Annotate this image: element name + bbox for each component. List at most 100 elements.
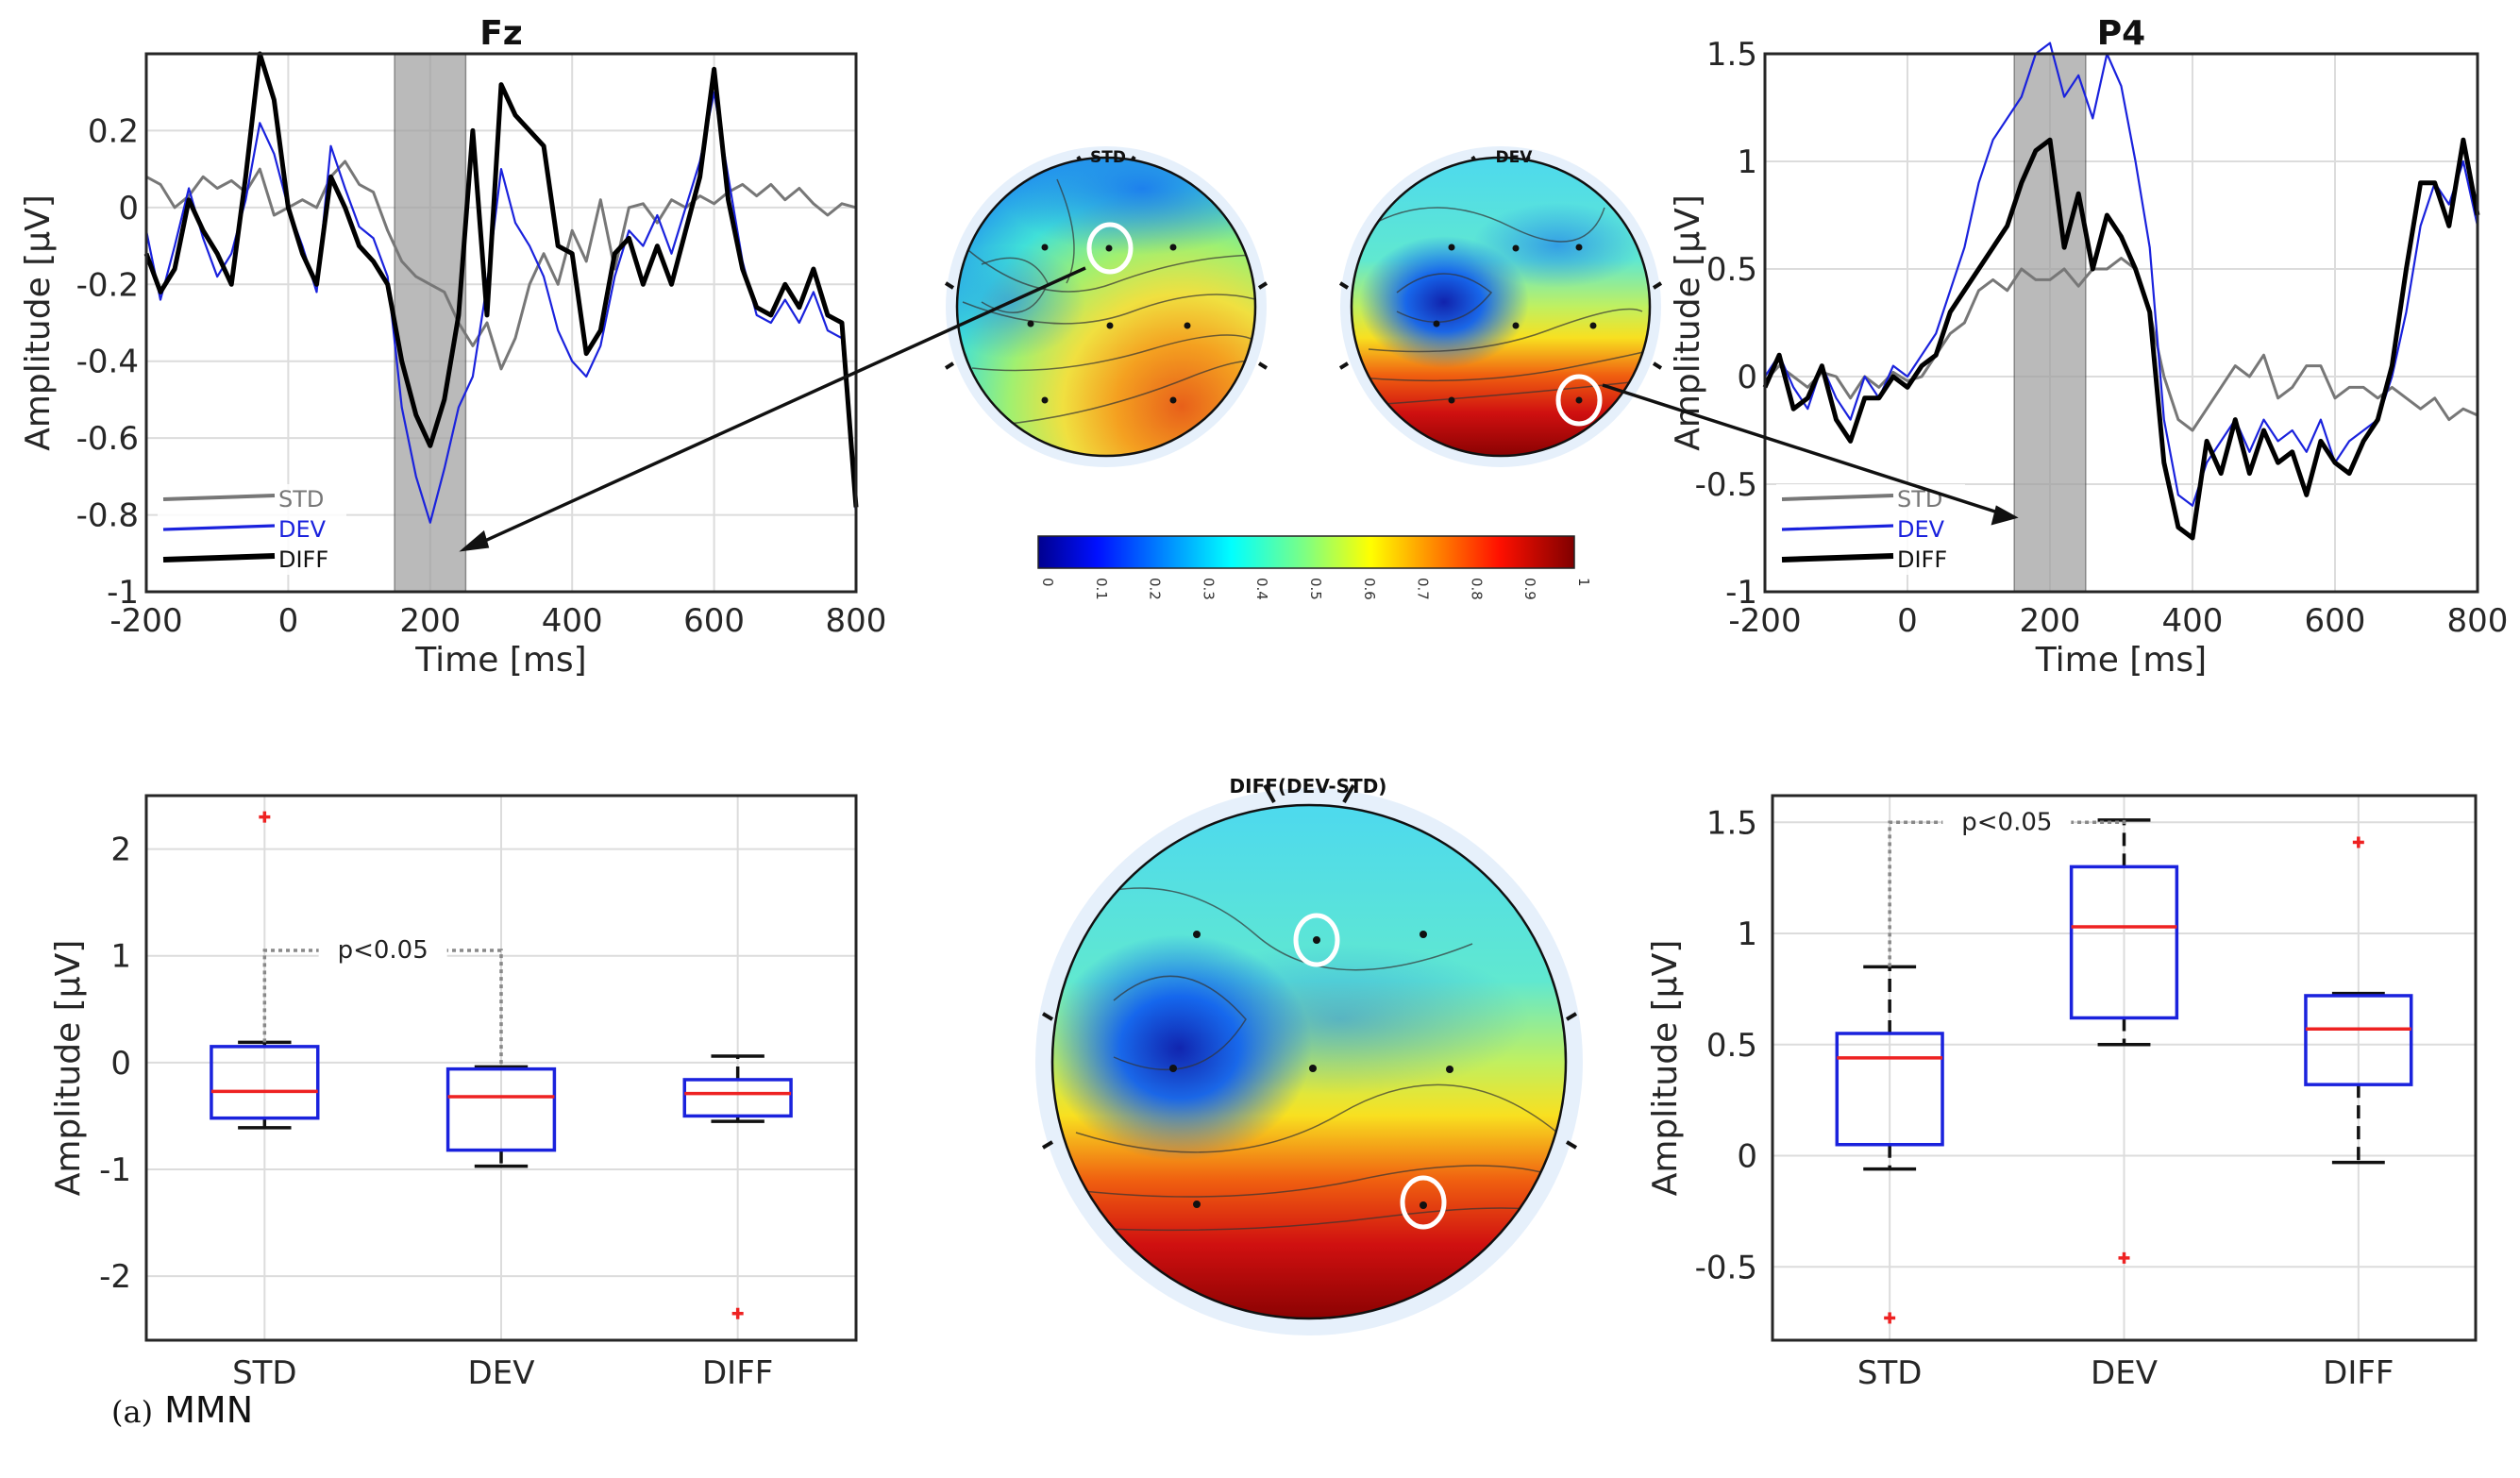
fz-erp-ytick-label: -0.2 xyxy=(76,266,139,304)
fz-erp-xtick-label: 600 xyxy=(683,602,745,640)
diff-topomap: DIFF(DEV-STD) xyxy=(1035,775,1583,1335)
dev-ear-icon xyxy=(1338,281,1663,370)
fz-box-ytick-label: -1 xyxy=(99,1151,131,1189)
fz-box-ytick-label: -2 xyxy=(99,1258,131,1296)
fz-erp-legend-label-dev: DEV xyxy=(278,516,327,543)
fz-box-iqr-box xyxy=(682,1078,793,1118)
fz-erp-series-diff xyxy=(143,51,859,508)
std-electrodes xyxy=(1027,244,1191,404)
fz-erp-mmn-window xyxy=(394,53,467,593)
fz-box-category-label: DIFF xyxy=(702,1354,773,1392)
fz-erp-legend-swatch-diff xyxy=(162,553,276,563)
p4-box-outlier-marker xyxy=(1884,1312,1896,1324)
p4-erp-ytick-label: 0.5 xyxy=(1706,251,1757,289)
p4-box-box-diff xyxy=(2304,836,2413,1165)
p4-box-box-dev xyxy=(2069,818,2179,1264)
fz-box-ylabel: Amplitude [µV] xyxy=(49,940,88,1197)
p4-box-ytick-label: -0.5 xyxy=(1695,1249,1757,1286)
p4-erp-legend-label-dev: DEV xyxy=(1897,516,1945,543)
fz-box-box-diff xyxy=(682,1054,793,1319)
p4-erp-ytick-label: 1 xyxy=(1737,143,1757,181)
p4-box-iqr-box xyxy=(1835,1032,1944,1147)
diff-nose-icon xyxy=(1263,784,1355,803)
p4-erp-mmn-window xyxy=(2013,53,2087,593)
colorbar-tick-label: 0.4 xyxy=(1253,578,1270,600)
p4-erp-legend-label-std: STD xyxy=(1897,486,1942,512)
p4-erp-legend-swatch-dev xyxy=(1781,524,1894,531)
fz-box-iqr-box xyxy=(445,1067,557,1152)
fz-erp-xtick-label: 0 xyxy=(278,602,299,640)
fz-box-ytick-label: 0 xyxy=(110,1045,131,1083)
arrow-p4-head xyxy=(1991,505,2019,526)
fz-box-significance-bracket: p<0.05 xyxy=(262,930,503,1067)
arrow-p4-to-window xyxy=(1602,383,2002,515)
fz-erp-legend-swatch-std xyxy=(162,494,276,501)
p4-erp-axes-box xyxy=(1763,52,2479,594)
fz-erp-series-std xyxy=(145,160,857,371)
p4-box-ytick-label: 0 xyxy=(1737,1138,1757,1176)
p4-box-iqr-box xyxy=(2304,994,2413,1086)
fz-box-outlier-marker xyxy=(259,811,271,823)
p4-box-iqr-box xyxy=(2069,865,2179,1020)
colorbar: 0 0.1 0.2 0.3 0.4 0.5 0.6 0.7 0.8 0.9 1 xyxy=(1037,535,1592,600)
colorbar-tick-label: 0.2 xyxy=(1147,578,1164,600)
caption-text: MMN xyxy=(164,1389,254,1431)
dev-electrodes xyxy=(1433,244,1597,404)
colorbar-tick-label: 0.6 xyxy=(1361,578,1378,600)
fz-box-ytick-label: 2 xyxy=(110,831,131,869)
p4-box-axes-box xyxy=(1771,794,2478,1342)
p4-erp-series-std xyxy=(1763,257,2478,432)
fz-erp-ytick-label: -0.6 xyxy=(76,420,139,458)
dev-head-outline xyxy=(1350,156,1652,458)
fz-erp-xtick-label: 800 xyxy=(826,602,887,640)
p4-box-category-label: STD xyxy=(1857,1354,1923,1392)
p4-box-significance-bg xyxy=(1942,801,2072,834)
colorbar-tick-label: 0 xyxy=(1039,578,1056,587)
fz-erp-ytick-label: 0.2 xyxy=(88,112,139,150)
p4-erp-series-diff xyxy=(1762,137,2480,541)
p4-erp-xtick-label: 0 xyxy=(1897,602,1918,640)
fz-erp-legend-label-std: STD xyxy=(278,486,324,512)
p4-erp-xtick-label: -200 xyxy=(1728,602,1801,640)
fz-erp-xtick-label: -200 xyxy=(109,602,182,640)
fz-erp-ytick-label: 0 xyxy=(118,190,139,227)
fz-erp-chart: -200 0 200 400 600 800 0.2 0 -0.2 -0.4 -0.6 -0.8 -1 F… xyxy=(19,14,886,680)
fz-erp-title: Fz xyxy=(479,14,523,53)
dev-topomap: DEV xyxy=(1338,146,1663,467)
p4-erp-ytick-label: 1.5 xyxy=(1706,36,1757,74)
fz-box-box-dev xyxy=(445,1065,557,1168)
p4-erp-xlabel: Time [ms] xyxy=(2035,641,2207,680)
p4-erp-xtick-label: 400 xyxy=(2162,602,2224,640)
diff-fz-highlight xyxy=(1293,913,1340,967)
p4-box-outlier-marker xyxy=(2118,1251,2130,1264)
std-topomap: STD xyxy=(944,146,1268,467)
fz-box-category-label: DEV xyxy=(468,1354,535,1392)
p4-erp-chart: -200 0 200 400 600 800 1.5 1 0.5 0 -0.5 -1 P4 Time [m… xyxy=(1669,14,2508,680)
fz-box-iqr-box xyxy=(210,1045,320,1120)
std-topomap-title: STD xyxy=(1090,148,1126,167)
p4-box-outlier-marker xyxy=(2352,836,2364,848)
diff-electrodes xyxy=(1169,931,1453,1209)
p4-box-significance-label: p<0.05 xyxy=(1961,808,2052,836)
fz-erp-ytick-label: -0.8 xyxy=(76,497,139,535)
colorbar-tick-label: 0.7 xyxy=(1415,578,1432,600)
colorbar-tick-label: 0.1 xyxy=(1093,578,1110,600)
p4-erp-ytick-label: 0 xyxy=(1737,359,1757,396)
diff-topomap-title: DIFF(DEV-STD) xyxy=(1230,775,1387,798)
p4-box-category-label: DIFF xyxy=(2323,1354,2394,1392)
fz-erp-series-dev xyxy=(144,91,858,524)
fz-erp-ytick-label: -0.4 xyxy=(76,344,139,381)
diff-head-outline xyxy=(1050,803,1568,1320)
fz-box-significance-line xyxy=(262,949,503,1067)
p4-erp-ytick-label: -0.5 xyxy=(1695,466,1757,504)
arrow-fz-head xyxy=(459,529,490,552)
colorbar-tick-label: 1 xyxy=(1575,578,1592,587)
colorbar-gradient xyxy=(1037,535,1575,569)
p4-box-category-label: DEV xyxy=(2091,1354,2158,1392)
fz-box-ytick-label: 1 xyxy=(110,938,131,976)
p4-erp-xtick-label: 800 xyxy=(2447,602,2509,640)
std-fz-highlight xyxy=(1086,222,1134,275)
p4-erp-ytick-label: -1 xyxy=(1725,574,1757,612)
